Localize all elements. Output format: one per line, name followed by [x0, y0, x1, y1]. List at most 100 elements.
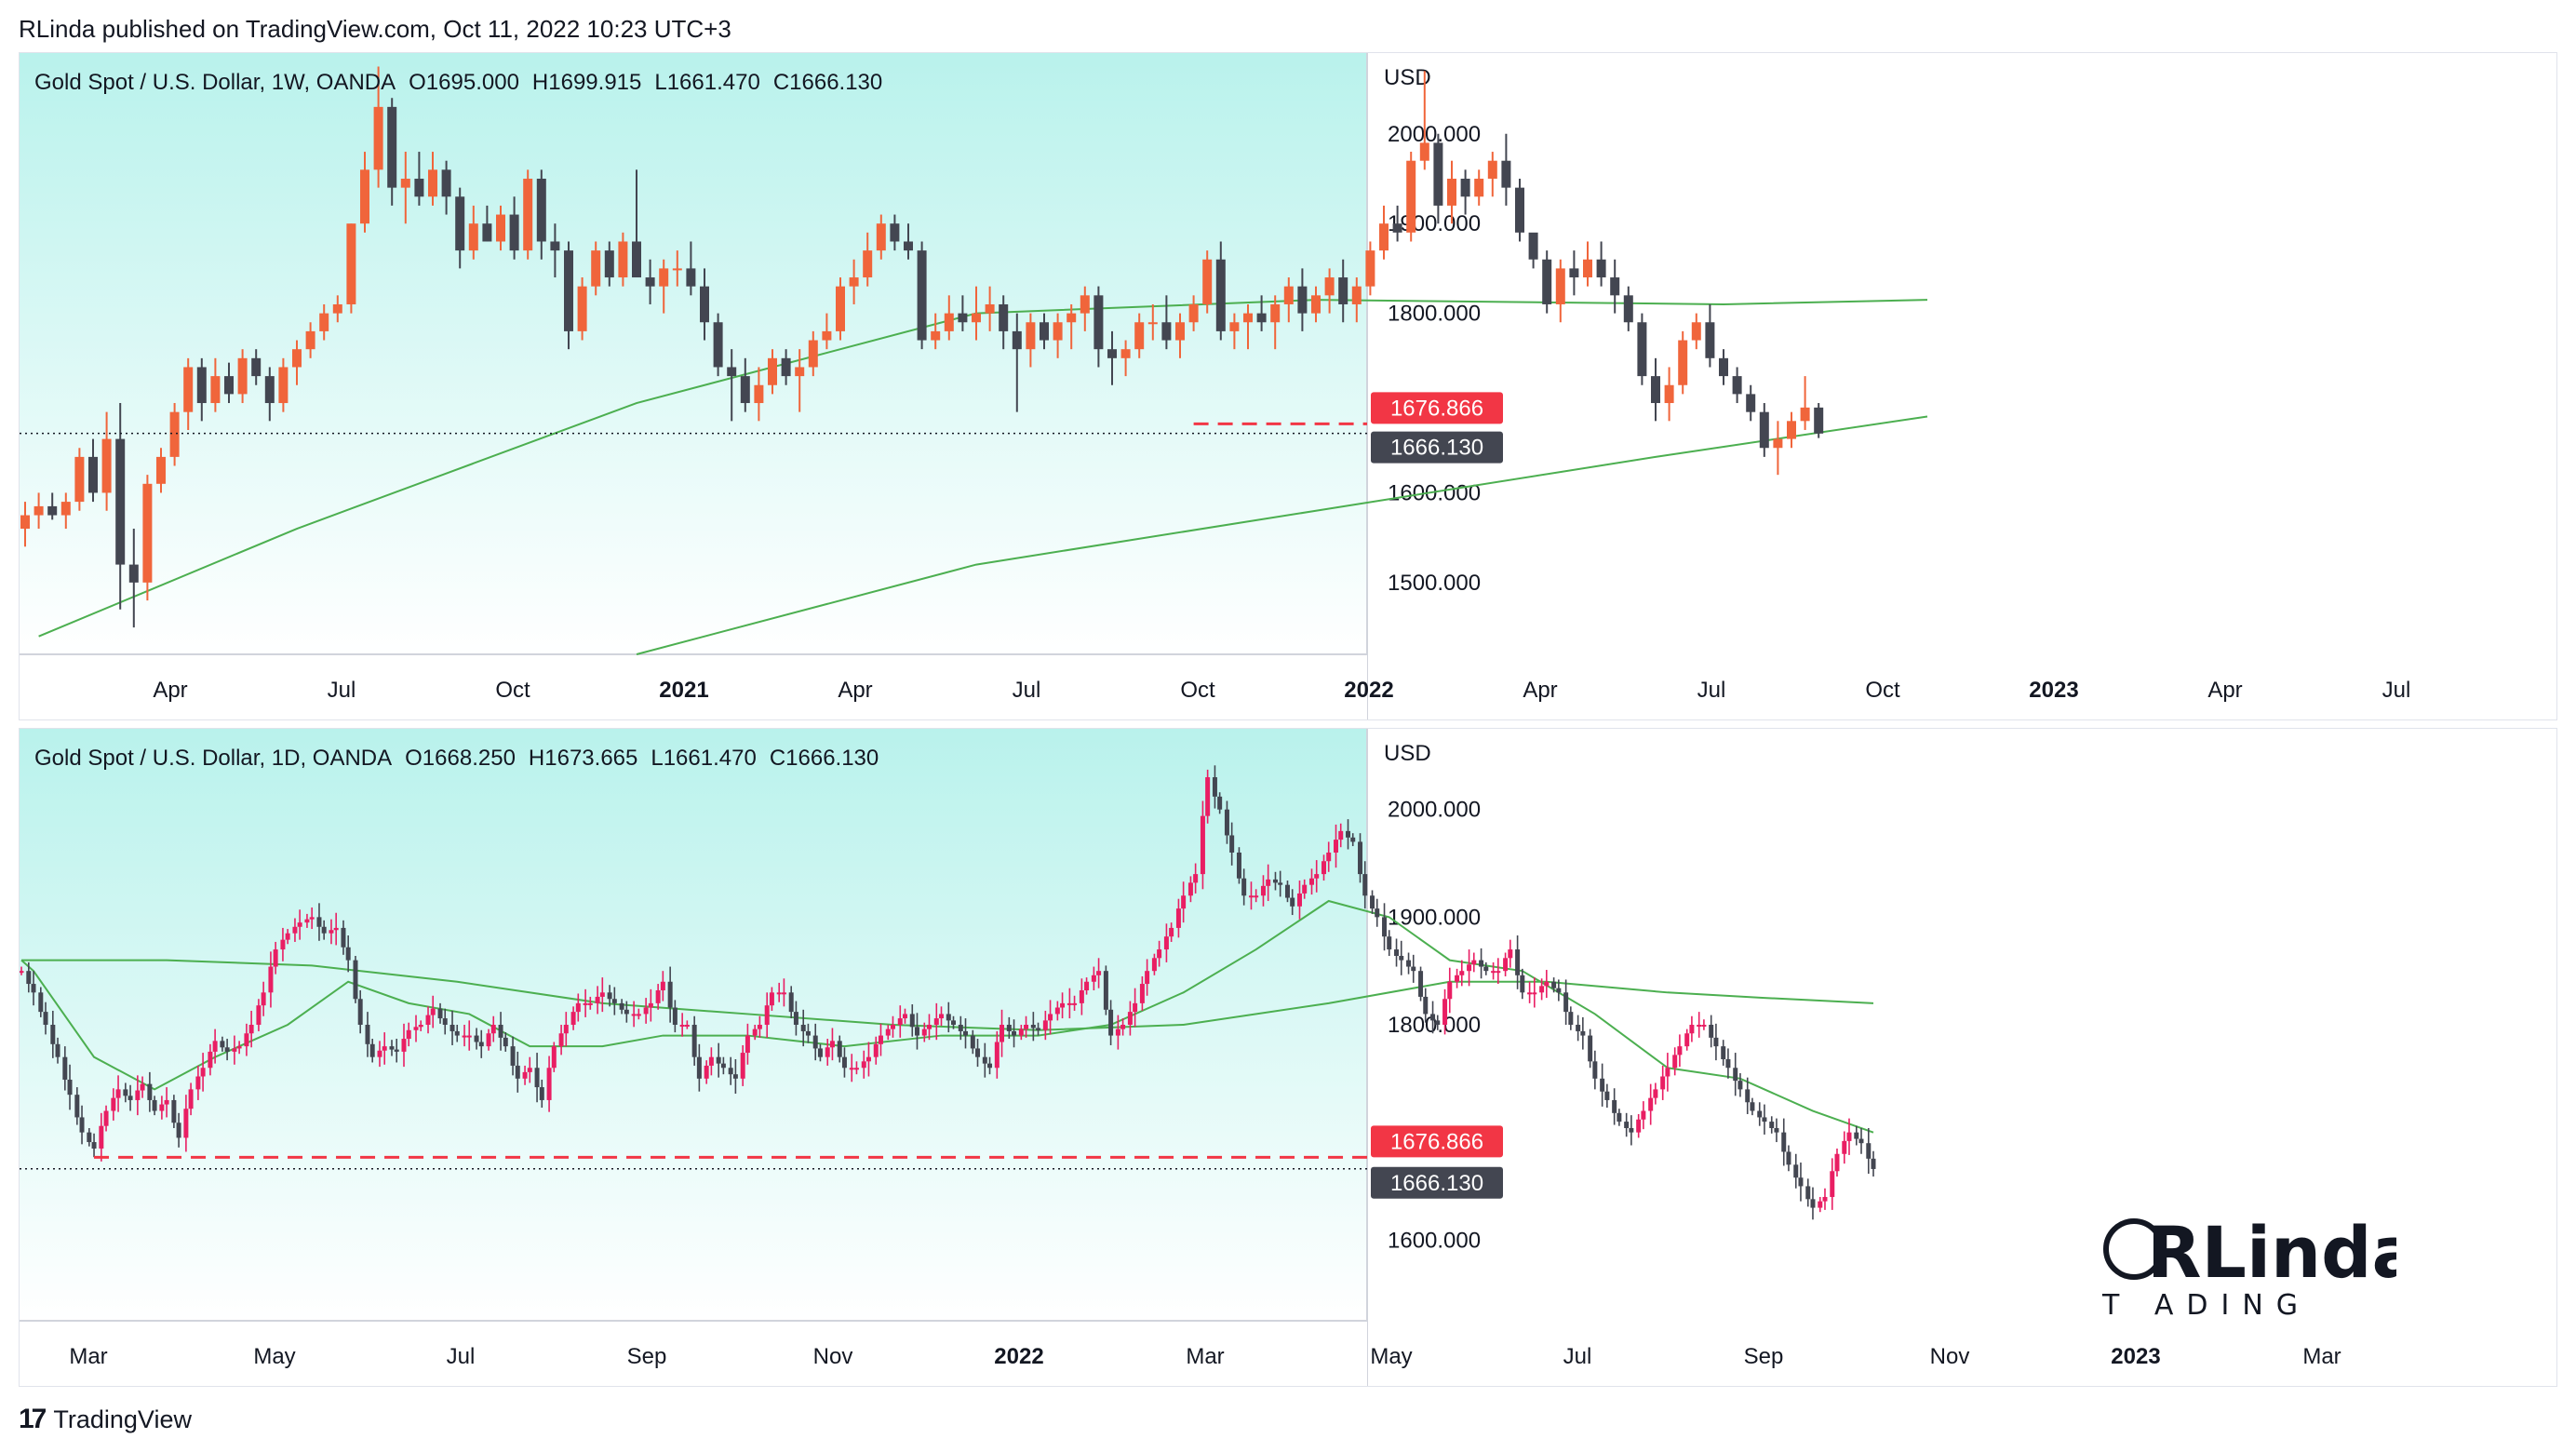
candle-body: [1241, 878, 1247, 896]
last-price-tag: [1371, 1166, 1503, 1199]
candle-body: [1147, 322, 1158, 325]
candle-body: [1746, 394, 1756, 412]
candle-body: [1810, 1199, 1816, 1208]
weekly-legend-title: Gold Spot / U.S. Dollar, 1W, OANDA: [34, 70, 396, 95]
candle-body: [74, 1095, 80, 1118]
logo-head-icon: [2103, 1218, 2165, 1280]
candle-body: [1528, 232, 1538, 260]
candle-body: [1487, 160, 1497, 179]
candle-body: [251, 357, 262, 377]
candle-body: [1418, 971, 1424, 997]
candle-body: [212, 1041, 218, 1052]
candle-body: [975, 1048, 981, 1057]
candle-body: [437, 1008, 443, 1019]
candle-body: [873, 1043, 879, 1057]
weekly-chart-svg[interactable]: USD 2000.000 1900.000 1800.000 1600.000 1500.…: [20, 53, 2557, 720]
candle-body: [1805, 1186, 1811, 1200]
candle-body: [47, 505, 58, 516]
candle-body: [700, 286, 709, 323]
candle-body: [1759, 411, 1769, 449]
candle-body: [1515, 949, 1521, 975]
candle-body: [808, 340, 818, 368]
candle-body: [1308, 878, 1314, 885]
candle-body: [169, 411, 180, 457]
candle-body: [1254, 895, 1259, 898]
candle-body: [591, 250, 601, 287]
candle-body: [1115, 1028, 1120, 1036]
candle-body: [1689, 1025, 1695, 1034]
candle-body: [454, 1030, 460, 1036]
candle-body: [1053, 322, 1063, 341]
candle-body: [1120, 1025, 1126, 1029]
candle-body: [1871, 1158, 1876, 1169]
candle-body: [1600, 1078, 1605, 1092]
candle-body: [455, 196, 465, 251]
candle-body: [382, 1046, 387, 1051]
candle-body: [727, 367, 737, 377]
candle-body: [1406, 960, 1412, 967]
candle-body: [135, 1090, 141, 1100]
candle-body: [1256, 313, 1267, 323]
candle-body: [686, 268, 696, 287]
candle-body: [297, 922, 302, 927]
candle-body: [1212, 777, 1217, 797]
candle-body: [1107, 349, 1117, 358]
candle-body: [938, 1014, 944, 1019]
candle-body: [1786, 1151, 1791, 1165]
candle-body: [631, 1014, 637, 1016]
candle-body: [836, 286, 845, 331]
candle-body: [248, 1025, 254, 1034]
candle-body: [607, 992, 612, 1000]
candle-body: [1773, 438, 1783, 449]
last-price-tag: [1371, 431, 1503, 464]
candle-body: [865, 1056, 871, 1062]
candle-body: [1442, 999, 1448, 1025]
candle-body: [1358, 841, 1363, 875]
candle-body: [587, 1002, 593, 1005]
candle-body: [1024, 1025, 1029, 1029]
candle-body: [224, 376, 234, 395]
candle-body: [1834, 1153, 1840, 1172]
candle-body: [236, 1046, 242, 1049]
candle-body: [1569, 268, 1579, 278]
candle-body: [1248, 895, 1254, 898]
candle-body: [768, 357, 777, 385]
time-tick-label: 2023: [2111, 1344, 2160, 1369]
candle-body: [1503, 958, 1509, 972]
candle-body: [1229, 322, 1240, 331]
candle-body: [1012, 330, 1022, 350]
candle-body: [1624, 1122, 1630, 1129]
candle-body: [632, 241, 641, 278]
candle-body: [20, 971, 24, 974]
weekly-chart-panel[interactable]: USD 2000.000 1900.000 1800.000 1600.000 1500.…: [19, 52, 2557, 720]
time-tick-label: Sep: [1744, 1344, 1784, 1369]
candle-body: [164, 1099, 169, 1105]
candle-body: [931, 330, 941, 341]
candle-body: [87, 1132, 92, 1143]
candle-body: [1781, 1132, 1787, 1152]
candle-body: [406, 1029, 411, 1040]
candle-body: [195, 1076, 201, 1090]
candle-body: [1040, 322, 1049, 341]
candle-body: [1637, 322, 1647, 377]
time-tick-label: 2023: [2029, 678, 2078, 703]
candle-body: [963, 1030, 969, 1036]
time-tick-label: Mar: [2302, 1344, 2341, 1369]
candle-body: [1842, 1140, 1847, 1154]
candle-body: [1800, 407, 1810, 422]
candle-body: [1684, 1033, 1690, 1047]
candle-body: [1745, 1089, 1751, 1103]
candle-body: [1697, 1025, 1702, 1027]
candle-body: [926, 1025, 932, 1029]
candle-body: [449, 1025, 455, 1031]
candle-body: [123, 1089, 128, 1096]
candle-body: [503, 1037, 508, 1047]
candle-body: [264, 376, 275, 404]
price-tick-label: 1600.000: [1388, 1228, 1481, 1253]
time-tick-label: Mar: [1186, 1344, 1224, 1369]
candle-body: [515, 1065, 520, 1079]
tradingview-footer[interactable]: 17 TradingView: [19, 1404, 192, 1435]
candle-body: [546, 1068, 552, 1100]
candle-body: [944, 313, 954, 331]
candle-body: [1641, 1110, 1646, 1120]
